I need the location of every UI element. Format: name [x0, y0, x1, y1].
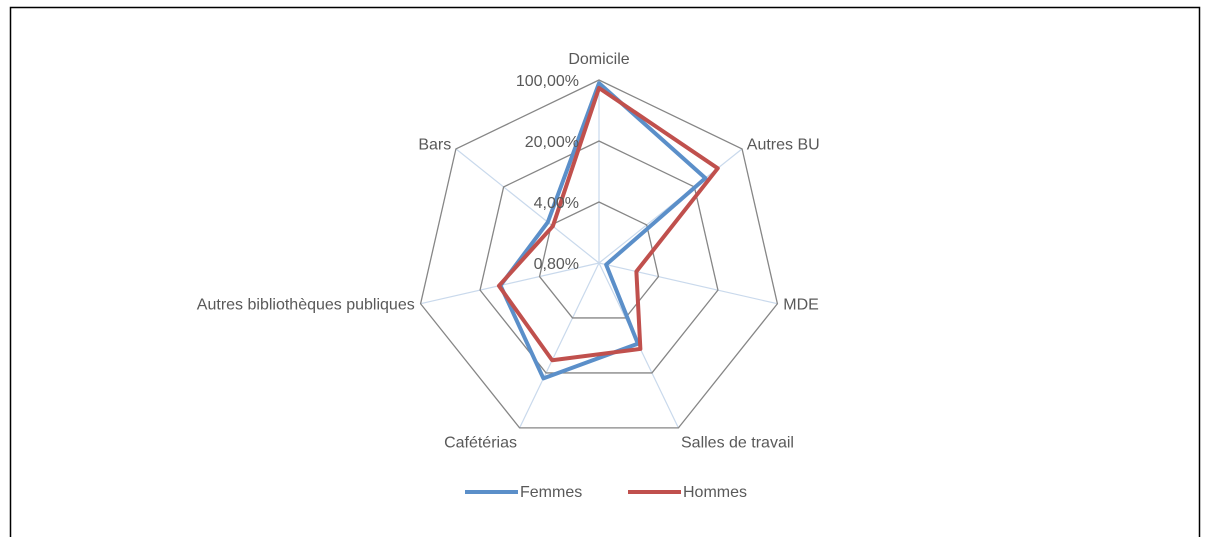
spoke [598, 262, 778, 305]
category-label: Autres BU [747, 136, 820, 153]
spoke [519, 262, 600, 429]
legend-label: Femmes [520, 484, 582, 501]
chart-frame [9, 6, 1201, 537]
category-label: Domicile [568, 51, 629, 68]
legend-label: Hommes [683, 484, 747, 501]
category-label: Bars [418, 136, 451, 153]
grid-ring [419, 79, 779, 429]
spoke [420, 262, 600, 305]
grid-ring [479, 140, 719, 374]
axis-tick-label: 0,80% [534, 256, 579, 273]
category-label: MDE [783, 296, 819, 313]
category-label: Cafétérias [444, 435, 517, 452]
series-line [498, 81, 708, 381]
grid-ring [538, 201, 660, 319]
axis-tick-label: 20,00% [525, 134, 579, 151]
axis-tick-label: 4,00% [534, 195, 579, 212]
category-label: Salles de travail [681, 435, 794, 452]
axis-tick-label: 100,00% [516, 73, 579, 90]
spoke [455, 148, 600, 264]
category-label: Autres bibliothèques publiques [197, 296, 415, 313]
series-line [496, 85, 720, 363]
